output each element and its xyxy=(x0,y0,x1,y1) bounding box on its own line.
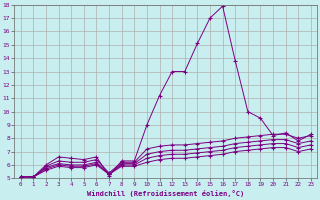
X-axis label: Windchill (Refroidissement éolien,°C): Windchill (Refroidissement éolien,°C) xyxy=(87,190,244,197)
